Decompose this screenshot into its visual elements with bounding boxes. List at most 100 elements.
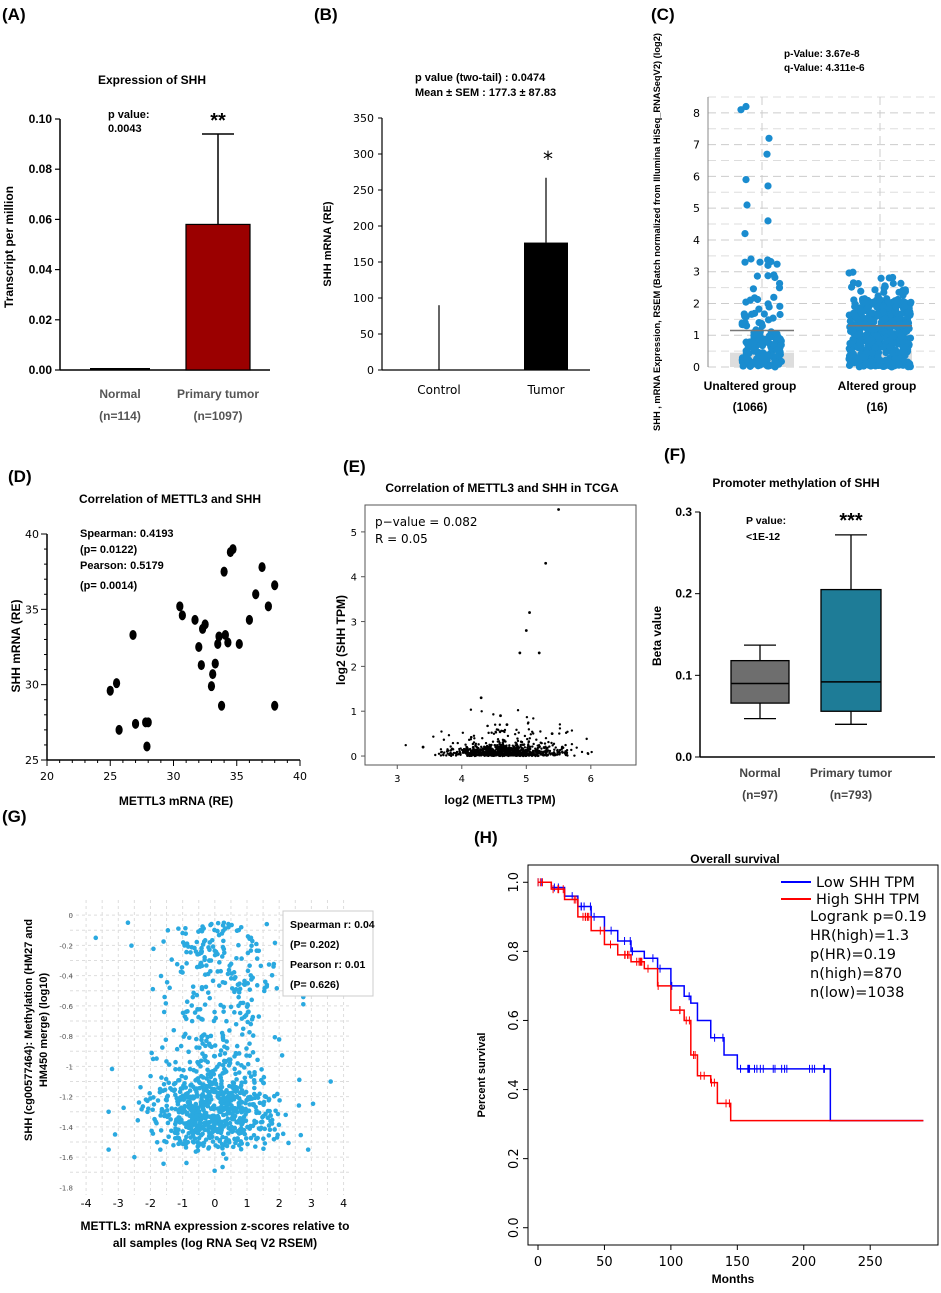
panel-g-point	[248, 1135, 254, 1141]
panel-g-point	[207, 947, 212, 953]
panel-e-point	[519, 745, 522, 748]
panel-g-point	[240, 1026, 246, 1032]
panel-g-point	[247, 963, 252, 968]
panel-g-point	[266, 1097, 272, 1103]
panel-e-point	[482, 747, 485, 750]
panel-g-point	[195, 1126, 201, 1132]
panel-g-point	[227, 1060, 233, 1066]
panel-f-title: Promoter methylation of SHH	[712, 476, 879, 490]
panel-e-point	[469, 750, 473, 753]
panel-g-point	[219, 1142, 225, 1147]
panel-c-point	[880, 288, 888, 296]
panel-g-point	[171, 1142, 176, 1148]
panel-g-point	[234, 928, 240, 934]
panel-g-point	[190, 994, 196, 1000]
panel-c-point	[893, 309, 901, 317]
panel-g-point	[216, 983, 222, 988]
panel-e-point	[477, 749, 481, 752]
panel-c-chart: p-Value: 3.67e-8 q-Value: 4.311e-6 SHH ,…	[652, 33, 935, 431]
panel-g-ylabel-2: HM450 merge) (log10)	[38, 973, 50, 1088]
panel-g-point	[229, 986, 235, 991]
panel-g-point	[225, 971, 231, 977]
panel-g-point	[233, 1021, 239, 1027]
panel-e-ytick-label: 1	[351, 707, 357, 718]
panel-c-ytick-label: 7	[693, 139, 700, 152]
panel-c-point	[876, 295, 884, 303]
panel-g-point	[189, 1003, 195, 1008]
panel-g-point	[179, 1073, 185, 1079]
panel-g-point	[249, 1017, 255, 1022]
panel-d-point	[217, 700, 226, 711]
panel-g-point	[245, 1124, 250, 1130]
panel-e-point	[556, 748, 559, 752]
panel-g-point	[226, 1140, 232, 1145]
panel-e-point	[526, 737, 529, 741]
panel-c-point	[745, 350, 753, 358]
panel-c-ytick-label: 5	[693, 202, 700, 215]
panel-e-point	[496, 737, 500, 741]
panel-d-xlabel: METTL3 mRNA (RE)	[119, 794, 233, 808]
panel-c-category-n: (16)	[866, 400, 887, 414]
panel-g-ytick-label: -1.2	[59, 1094, 73, 1102]
panel-g-point	[196, 1079, 202, 1085]
panel-g-point	[277, 1098, 282, 1103]
panel-h-xtick-label: 100	[658, 1255, 683, 1270]
panel-e-point	[404, 743, 407, 747]
panel-g-point	[182, 943, 187, 948]
panel-c-point	[873, 332, 881, 340]
panel-e-point	[535, 738, 538, 741]
panel-g-point	[262, 1141, 268, 1146]
panel-e-point	[515, 728, 518, 732]
panel-e-point	[515, 743, 519, 747]
panel-d-point	[224, 637, 232, 648]
panel-g-point	[200, 1051, 205, 1057]
panel-g-xtick-label: 2	[276, 1197, 283, 1210]
panel-g-point	[169, 1106, 175, 1111]
panel-e-point	[469, 738, 473, 741]
panel-e-point	[474, 742, 478, 746]
panel-g-point	[201, 1103, 206, 1108]
panel-h-xtick-label: 200	[791, 1255, 816, 1270]
panel-g-stat: (P= 0.202)	[290, 939, 339, 951]
panel-g-point	[166, 1134, 171, 1140]
panel-c-point	[885, 358, 893, 366]
panel-g-point	[194, 1045, 199, 1050]
panel-g-point	[226, 1108, 232, 1113]
panel-e-point	[547, 740, 550, 744]
panel-g-point	[211, 1086, 216, 1092]
panel-g-point	[160, 1088, 166, 1094]
panel-g-point	[106, 1109, 111, 1115]
panel-g-point	[175, 1135, 180, 1141]
panel-g-point	[171, 1027, 177, 1033]
panel-d-ylabel: SHH mRNA (RE)	[9, 600, 23, 693]
panel-g-point	[259, 1067, 264, 1072]
panel-g-xtick-label: -1	[177, 1197, 188, 1210]
panel-g-point	[256, 1014, 262, 1019]
panel-e-point	[432, 735, 435, 738]
panel-e-point	[454, 752, 457, 755]
panel-d-point	[191, 614, 199, 625]
panel-e-point	[493, 744, 496, 747]
panel-g-point	[271, 961, 277, 967]
panel-g-xtick-label: -2	[145, 1197, 156, 1210]
panel-c-point	[895, 360, 903, 369]
panel-g-xtick-label: 4	[340, 1197, 347, 1210]
panel-f-box	[730, 659, 790, 704]
panel-g-point	[159, 1109, 165, 1114]
panel-e-point	[544, 561, 548, 565]
panel-e-point	[539, 741, 542, 744]
panel-g-point	[173, 1066, 178, 1072]
panel-g-point	[257, 1126, 263, 1132]
panel-g-point	[250, 1102, 256, 1108]
panel-e-point	[525, 753, 528, 757]
panel-g-point	[183, 1145, 189, 1150]
panel-g-point	[199, 928, 205, 934]
panel-e-point	[561, 745, 564, 749]
panel-g-point	[221, 1098, 226, 1103]
panel-g-point	[227, 1120, 233, 1126]
panel-g-point	[217, 1121, 222, 1127]
panel-d-point	[220, 566, 228, 577]
panel-g-point	[248, 973, 254, 978]
panel-e-ylabel: log2 (SHH TPM)	[334, 595, 348, 685]
panel-e-point	[516, 739, 520, 743]
